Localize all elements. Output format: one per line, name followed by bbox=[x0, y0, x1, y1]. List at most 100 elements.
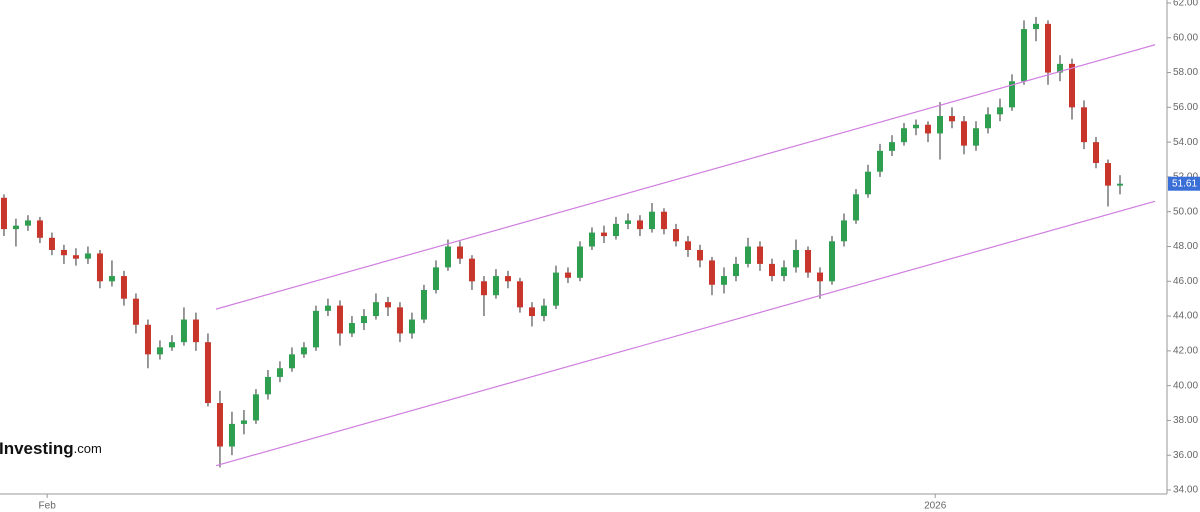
candle-body bbox=[984, 114, 991, 129]
candle-body bbox=[60, 249, 67, 256]
candle-body bbox=[84, 253, 91, 259]
candle-body bbox=[1116, 183, 1123, 186]
candle-body bbox=[456, 246, 463, 259]
candle-body bbox=[168, 342, 175, 348]
candle-body bbox=[1068, 63, 1075, 108]
candle-body bbox=[744, 246, 751, 264]
candle-body bbox=[876, 150, 883, 172]
candle-body bbox=[696, 249, 703, 261]
candle-body bbox=[768, 263, 775, 277]
candle-body bbox=[540, 305, 547, 317]
candle-body bbox=[504, 276, 511, 282]
candle-body bbox=[552, 272, 559, 306]
watermark-suffix: .com bbox=[74, 441, 102, 456]
candle-body bbox=[384, 302, 391, 308]
candle-body bbox=[204, 342, 211, 404]
candle-body bbox=[564, 272, 571, 278]
y-tick-label: 50.00 bbox=[1173, 206, 1198, 217]
candle-body bbox=[1008, 81, 1015, 108]
last-price-box bbox=[1168, 176, 1200, 191]
candle-body bbox=[228, 423, 235, 447]
y-tick-label: 48.00 bbox=[1173, 241, 1198, 252]
candle-body bbox=[600, 232, 607, 237]
candle-body bbox=[36, 220, 43, 238]
candle-body bbox=[792, 249, 799, 268]
candle-body bbox=[996, 107, 1003, 115]
candle-body bbox=[708, 260, 715, 285]
y-tick-label: 46.00 bbox=[1173, 276, 1198, 287]
candle-body bbox=[912, 124, 919, 129]
candle-body bbox=[516, 281, 523, 308]
candle-body bbox=[924, 124, 931, 134]
candle-body bbox=[780, 267, 787, 277]
candle-body bbox=[528, 307, 535, 317]
candle-body bbox=[660, 211, 667, 230]
candle-body bbox=[1080, 107, 1087, 143]
y-tick-label: 36.00 bbox=[1173, 450, 1198, 461]
y-tick-label: 44.00 bbox=[1173, 311, 1198, 322]
candle-body bbox=[348, 323, 355, 334]
trendline bbox=[215, 200, 1156, 467]
trendline bbox=[215, 44, 1156, 310]
candle-body bbox=[300, 347, 307, 355]
candle-body bbox=[312, 310, 319, 348]
candle-body bbox=[852, 194, 859, 221]
candle-body bbox=[156, 347, 163, 355]
y-tick-label: 60.00 bbox=[1173, 32, 1198, 43]
candle-body bbox=[756, 246, 763, 264]
candle-body bbox=[1032, 23, 1039, 30]
candle-body bbox=[48, 237, 55, 250]
candle-body bbox=[888, 142, 895, 151]
x-tick-label: 2026 bbox=[924, 501, 947, 512]
candle-body bbox=[1020, 29, 1027, 82]
watermark-brand: Investing bbox=[0, 439, 74, 458]
candle-body bbox=[1056, 63, 1063, 73]
candle-body bbox=[576, 246, 583, 278]
candle-body bbox=[936, 116, 943, 134]
candle-body bbox=[180, 319, 187, 343]
candle-body bbox=[120, 276, 127, 299]
candle-body bbox=[492, 276, 499, 296]
y-tick-label: 54.00 bbox=[1173, 137, 1198, 148]
candle-body bbox=[360, 316, 367, 324]
candle-body bbox=[1044, 23, 1051, 73]
candle-body bbox=[24, 220, 31, 226]
y-tick-label: 40.00 bbox=[1173, 380, 1198, 391]
candle-body bbox=[960, 121, 967, 146]
candle-body bbox=[828, 241, 835, 282]
y-tick-label: 34.00 bbox=[1173, 485, 1198, 496]
candle-body bbox=[408, 319, 415, 334]
candle-body bbox=[252, 394, 259, 421]
x-tick-label: Feb bbox=[39, 501, 57, 512]
candle-body bbox=[624, 220, 631, 224]
candle-body bbox=[108, 276, 115, 282]
candle-body bbox=[864, 171, 871, 195]
candle-body bbox=[480, 281, 487, 296]
candle-body bbox=[324, 305, 331, 311]
candle-body bbox=[672, 229, 679, 242]
candle-body bbox=[816, 272, 823, 282]
candle-body bbox=[264, 376, 271, 395]
y-tick-label: 56.00 bbox=[1173, 102, 1198, 113]
candle-body bbox=[972, 128, 979, 146]
candle-body bbox=[840, 220, 847, 242]
candle-body bbox=[372, 302, 379, 317]
candle-body bbox=[804, 249, 811, 273]
candle-body bbox=[216, 403, 223, 447]
candle-body bbox=[432, 267, 439, 290]
candle-body bbox=[1104, 163, 1111, 186]
candle-body bbox=[468, 258, 475, 282]
candle-body bbox=[0, 197, 7, 230]
candle-body bbox=[948, 116, 955, 122]
candle-body bbox=[648, 211, 655, 230]
candle-body bbox=[144, 324, 151, 355]
candle-body bbox=[240, 420, 247, 424]
candle-body bbox=[96, 253, 103, 282]
candle-body bbox=[132, 298, 139, 325]
candle-body bbox=[192, 319, 199, 343]
candle-body bbox=[1092, 142, 1099, 164]
candle-body bbox=[636, 220, 643, 230]
candle-body bbox=[900, 128, 907, 143]
candle-body bbox=[336, 305, 343, 334]
